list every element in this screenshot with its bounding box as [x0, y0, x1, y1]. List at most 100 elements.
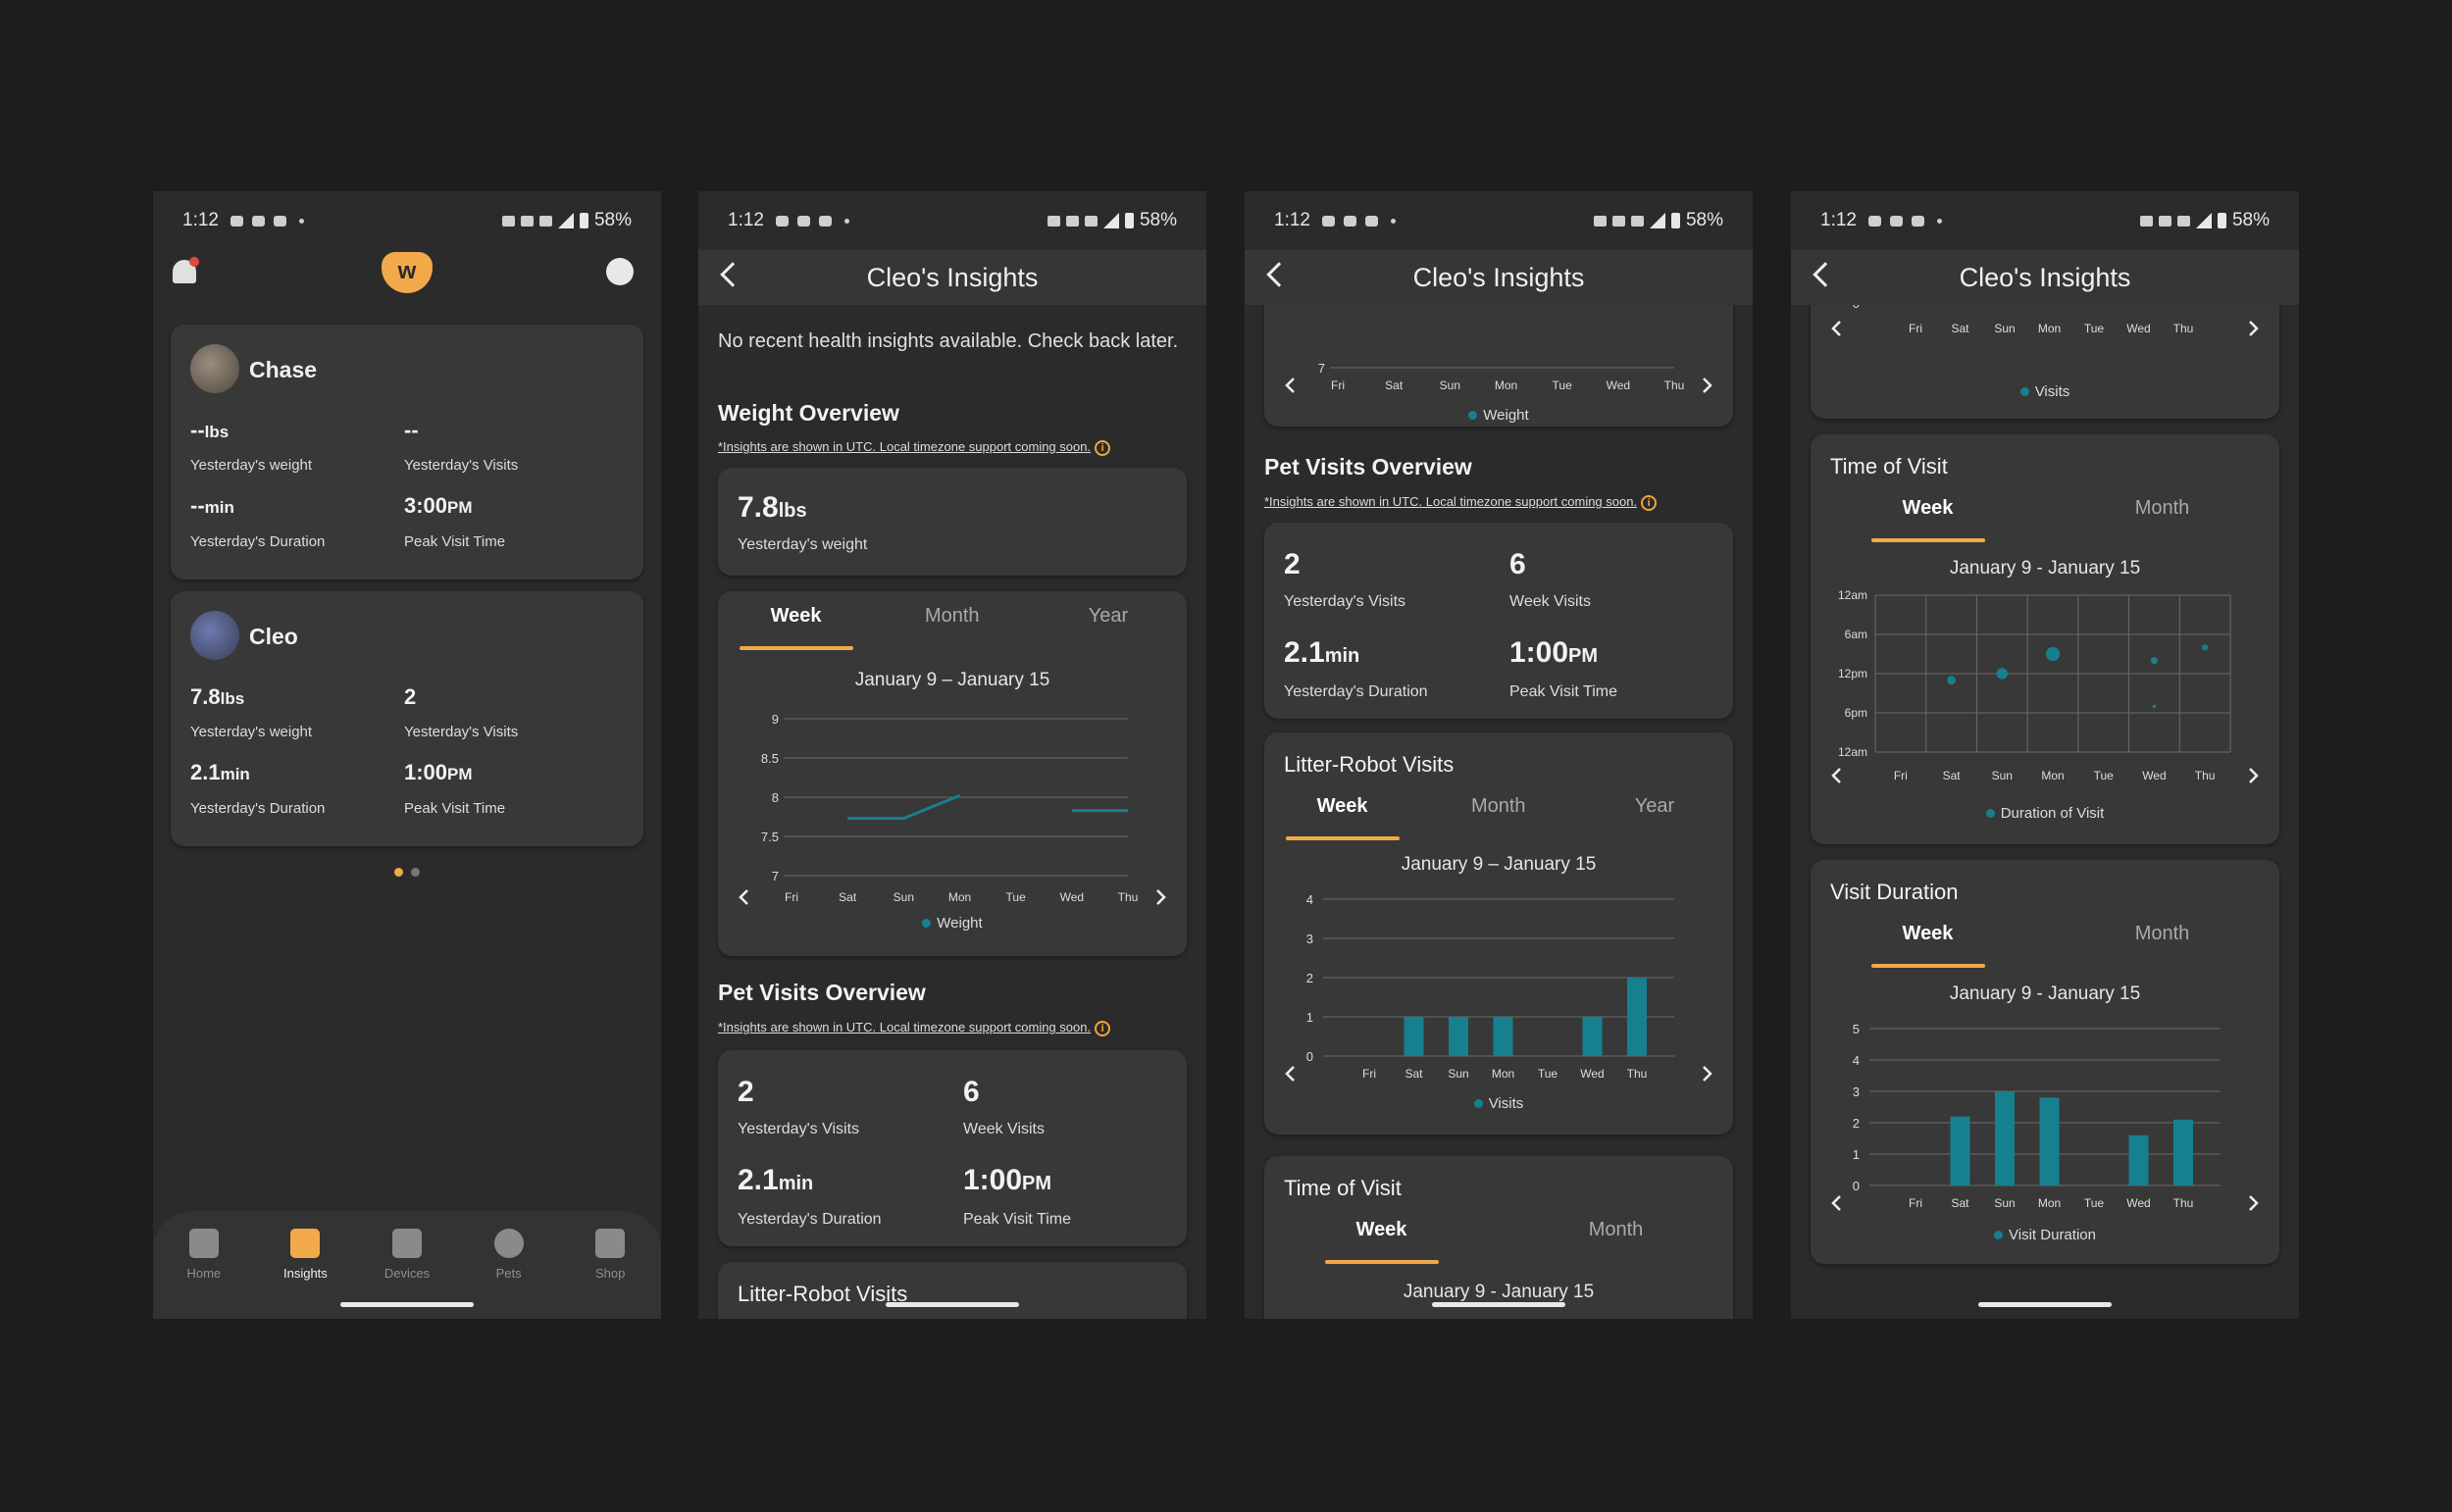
x-tick-label: Sun	[1994, 1196, 2015, 1210]
tab-month[interactable]: Month	[2134, 497, 2190, 519]
visits-label: Yesterday's Visits	[404, 724, 519, 740]
pet-visits-overview-title: Pet Visits Overview	[718, 980, 926, 1005]
alarm-icon	[2139, 215, 2153, 227]
visits-value: 2	[404, 684, 417, 709]
y-tick-label: 8.5	[761, 751, 779, 766]
x-tick-label: Mon	[1492, 1067, 1514, 1081]
battery-icon	[579, 213, 588, 228]
nav-shop[interactable]: Shop	[571, 1229, 649, 1319]
x-tick-label: Sun	[1440, 378, 1460, 392]
visits-card: 2 Yesterday's Visits 6 Week Visits 2.1mi…	[1264, 523, 1733, 719]
weight-label: Yesterday's weight	[738, 536, 868, 553]
x-tick-label: Sat	[1951, 322, 1969, 335]
info-icon[interactable]: i	[1095, 1020, 1111, 1036]
battery-level: 58%	[1685, 210, 1723, 230]
phone-insights-3: 1:12 58% Cleo's Insights 0 Fri Sat Sun Mon Tu…	[1791, 191, 2299, 1319]
bar-chart-icon	[290, 1229, 321, 1258]
peak-value: 1:00PM	[404, 760, 473, 784]
legend: Weight	[1264, 407, 1733, 424]
gesture-bar[interactable]	[340, 1302, 474, 1307]
duration-label: Yesterday's Duration	[1284, 683, 1428, 700]
peak-value: 1:00PM	[1509, 636, 1599, 669]
tab-month[interactable]: Month	[2134, 923, 2190, 944]
bar	[2128, 1134, 2149, 1185]
mail-icon	[818, 215, 832, 227]
mail-icon	[1364, 215, 1378, 227]
header: Cleo's Insights	[1245, 250, 1753, 305]
pet-card-chase[interactable]: Chase --lbs Yesterday's weight -- Yester…	[171, 325, 643, 580]
gesture-bar[interactable]	[1432, 1302, 1565, 1307]
nav-pets[interactable]: Pets	[470, 1229, 548, 1319]
y-tick-label: 7	[1318, 361, 1325, 376]
status-bar: 1:12 58%	[698, 191, 1206, 250]
avatar	[190, 344, 239, 393]
avatar	[190, 611, 239, 660]
time-of-visit-scatter: 12am 6am 12pm 6pm 12am Fri Sat Sun Mon Tue Wed Thu	[1831, 588, 2259, 783]
tab-year[interactable]: Year	[1088, 605, 1129, 627]
scatter-point	[2202, 644, 2209, 651]
y-tick-label: 9	[772, 712, 779, 727]
y-tick-label: 4	[1853, 1053, 1860, 1068]
tab-week[interactable]: Week	[718, 605, 874, 650]
battery-icon	[1670, 213, 1680, 228]
tab-month[interactable]: Month	[1588, 1219, 1644, 1240]
pet-card-cleo[interactable]: Cleo 7.8lbs Yesterday's weight 2 Yesterd…	[171, 591, 643, 846]
x-tick-label: Wed	[1060, 890, 1084, 904]
tab-year[interactable]: Year	[1634, 795, 1675, 817]
y-tick-label: 12pm	[1838, 667, 1867, 680]
nav-devices[interactable]: Devices	[368, 1229, 446, 1319]
weight-value: 7.8lbs	[190, 684, 245, 709]
peak-value: 1:00PM	[963, 1164, 1052, 1196]
page-indicator[interactable]	[153, 864, 661, 882]
y-tick-label: 7	[772, 869, 779, 883]
tab-week[interactable]: Week	[1264, 795, 1420, 840]
y-tick-label: 6pm	[1845, 706, 1867, 720]
nav-home[interactable]: Home	[165, 1229, 243, 1319]
tab-month[interactable]: Month	[924, 605, 980, 627]
status-time: 1:12	[1820, 210, 1857, 230]
visits-yesterday-value: 2	[1284, 548, 1301, 580]
date-range: January 9 – January 15	[1401, 854, 1597, 875]
battery-level: 58%	[593, 210, 632, 230]
legend-swatch	[1994, 1231, 2004, 1239]
chevron-left-icon	[1831, 1195, 1841, 1211]
y-tick-label: 1	[1853, 1147, 1860, 1162]
account-icon[interactable]	[606, 258, 634, 285]
more-dot-icon	[843, 218, 849, 224]
info-icon[interactable]: i	[1095, 439, 1111, 456]
y-tick-label: 0	[1853, 1179, 1860, 1193]
bar	[2039, 1097, 2060, 1185]
gesture-bar[interactable]	[1978, 1302, 2112, 1307]
tab-week[interactable]: Week	[1264, 1219, 1499, 1264]
notification-bell-icon[interactable]	[173, 257, 199, 283]
nav-insights[interactable]: Insights	[266, 1229, 344, 1319]
game-icon	[1343, 215, 1356, 227]
back-arrow-icon[interactable]	[720, 262, 745, 287]
page-title: Cleo's Insights	[866, 262, 1039, 292]
x-tick-label: Sat	[1385, 378, 1404, 392]
x-tick-label: Sat	[1943, 769, 1962, 782]
chat-icon	[230, 215, 243, 227]
back-arrow-icon[interactable]	[1813, 262, 1838, 287]
duration-value: 2.1min	[190, 760, 250, 784]
game-icon	[796, 215, 810, 227]
chevron-right-icon	[1703, 1066, 1712, 1082]
pet-visits-overview-title: Pet Visits Overview	[1264, 454, 1472, 479]
battery-icon	[1124, 213, 1134, 228]
tab-month[interactable]: Month	[1470, 795, 1526, 817]
chevron-left-icon	[1831, 321, 1841, 336]
weight-axis-tail: 7 Fri Sat Sun Mon Tue Wed Thu	[1285, 361, 1712, 393]
info-icon[interactable]: i	[1641, 494, 1658, 511]
gesture-bar[interactable]	[886, 1302, 1019, 1307]
x-tick-label: Wed	[1580, 1067, 1604, 1081]
scatter-point	[2045, 646, 2061, 662]
back-arrow-icon[interactable]	[1266, 262, 1292, 287]
duration-label: Yesterday's Duration	[190, 800, 326, 817]
bottom-nav: Home Insights Devices Pets Shop	[153, 1211, 661, 1319]
tab-week[interactable]: Week	[1811, 497, 2045, 542]
chevron-left-icon	[739, 889, 748, 905]
x-tick-label: Sun	[1448, 1067, 1468, 1081]
tab-week[interactable]: Week	[1811, 923, 2045, 968]
legend-swatch	[922, 919, 932, 928]
x-tick-label: Sun	[1992, 769, 2013, 782]
